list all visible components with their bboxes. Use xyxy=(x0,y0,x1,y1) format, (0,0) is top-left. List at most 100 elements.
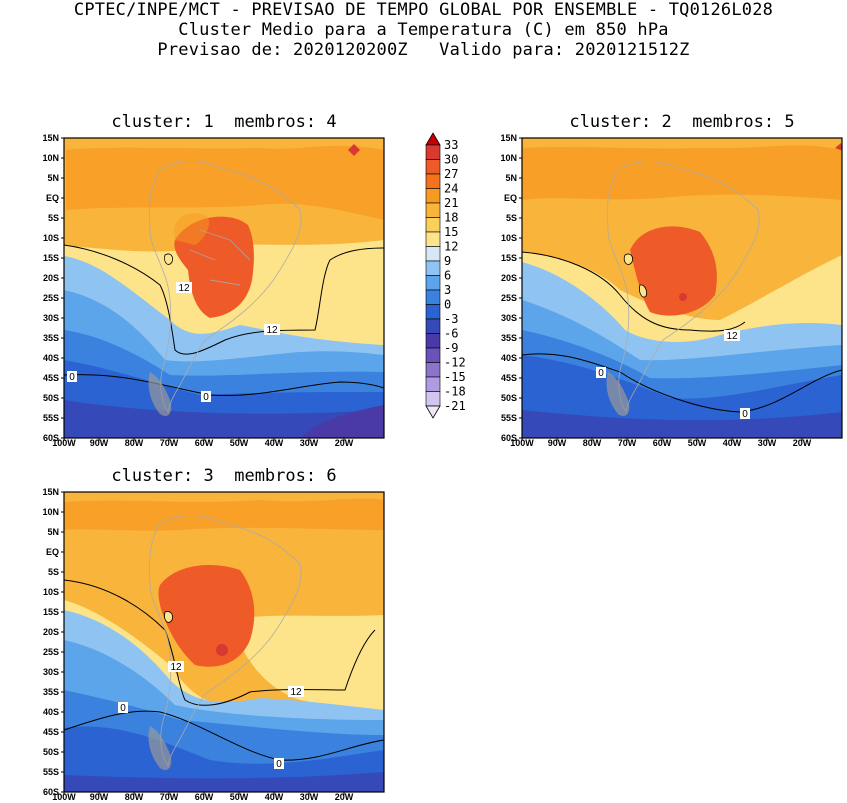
panel-2-frame xyxy=(521,137,843,439)
lat-tick-label: EQ xyxy=(46,547,59,557)
lat-tick-label: 40S xyxy=(501,353,517,363)
lon-tick-label: 90W xyxy=(548,438,567,448)
contour-label-bg xyxy=(67,371,77,382)
lat-tick-label: 35S xyxy=(43,687,59,697)
contour-label: 12 xyxy=(290,687,302,698)
lat-tick-label: EQ xyxy=(504,193,517,203)
colorbar-swatch xyxy=(425,391,441,407)
panel-1-frame xyxy=(63,137,385,439)
panel-3-frame xyxy=(63,491,385,793)
colorbar-swatch xyxy=(425,159,441,175)
colorbar-label: -3 xyxy=(444,312,458,326)
contour-label: 0 xyxy=(276,759,282,770)
contour-label: 12 xyxy=(266,325,278,336)
lon-tick-label: 40W xyxy=(265,792,284,802)
colorbar-label: -18 xyxy=(444,385,466,399)
colorbar-swatch xyxy=(425,333,441,349)
lon-tick-label: 60W xyxy=(653,438,672,448)
lat-tick-label: 15N xyxy=(500,133,517,143)
panel-2-title: cluster: 2 membros: 5 xyxy=(569,112,795,132)
colorbar-label: -6 xyxy=(444,327,458,341)
colorbar-swatch xyxy=(425,289,441,305)
lat-tick-label: 35S xyxy=(43,333,59,343)
colorbar-label: 9 xyxy=(444,254,451,268)
lat-tick-label: 30S xyxy=(43,313,59,323)
lat-tick-label: 5S xyxy=(506,213,517,223)
colorbar-swatch xyxy=(425,376,441,392)
lat-tick-label: 25S xyxy=(43,293,59,303)
lat-tick-label: 5S xyxy=(48,567,59,577)
lon-tick-label: 50W xyxy=(230,438,249,448)
lon-tick-label: 80W xyxy=(125,792,144,802)
contour-label-bg xyxy=(176,282,192,293)
lat-tick-label: 40S xyxy=(43,707,59,717)
lat-tick-label: 35S xyxy=(501,333,517,343)
lon-tick-label: 100W xyxy=(52,792,76,802)
colorbar-label: 18 xyxy=(444,211,458,225)
lon-tick-label: 20W xyxy=(793,438,812,448)
lat-tick-label: 30S xyxy=(501,313,517,323)
contour-label: 0 xyxy=(598,368,604,379)
lat-tick-label: 60S xyxy=(43,433,59,443)
lat-tick-label: 5N xyxy=(47,527,59,537)
contour-label-bg xyxy=(118,702,128,713)
lat-tick-label: 60S xyxy=(501,433,517,443)
colorbar-swatch xyxy=(425,260,441,276)
lat-tick-label: 10N xyxy=(500,153,517,163)
lat-tick-label: 10S xyxy=(43,587,59,597)
colorbar-label: 0 xyxy=(444,298,451,312)
lat-tick-label: 15N xyxy=(42,133,59,143)
lat-tick-label: 5N xyxy=(47,173,59,183)
colorbar-label: 6 xyxy=(444,269,451,283)
colorbar-label: 21 xyxy=(444,196,458,210)
lat-tick-label: 25S xyxy=(43,647,59,657)
lat-tick-label: 60S xyxy=(43,787,59,797)
colorbar-label: 12 xyxy=(444,240,458,254)
lat-tick-label: 50S xyxy=(43,747,59,757)
colorbar-swatch xyxy=(425,144,441,160)
contour-label: 0 xyxy=(203,392,209,403)
colorbar-label: 33 xyxy=(444,138,458,152)
lon-tick-label: 30W xyxy=(300,438,319,448)
contour-label-bg xyxy=(724,330,740,341)
contour-label-bg xyxy=(264,324,280,335)
lon-tick-label: 50W xyxy=(688,438,707,448)
lon-tick-label: 20W xyxy=(335,438,354,448)
colorbar-swatch xyxy=(425,173,441,189)
lat-tick-label: 50S xyxy=(501,393,517,403)
figure-title-line-2: Cluster Medio para a Temperatura (C) em … xyxy=(178,20,669,40)
contour-labels: 12 12 0 0 12 0 0 12 12 0 0 xyxy=(67,282,750,770)
colorbar-label: 3 xyxy=(444,283,451,297)
panel-1-map xyxy=(64,138,384,438)
lon-tick-label: 70W xyxy=(160,792,179,802)
lon-tick-label: 100W xyxy=(52,438,76,448)
contour-label-bg xyxy=(201,391,211,402)
colorbar-label: -12 xyxy=(444,356,466,370)
lat-tick-label: 10S xyxy=(43,233,59,243)
colorbar-swatch xyxy=(425,347,441,363)
contour-label-bg xyxy=(168,661,184,672)
lat-tick-label: 5N xyxy=(505,173,517,183)
lat-tick-label: 20S xyxy=(43,273,59,283)
lat-tick-label: 15S xyxy=(43,607,59,617)
lon-tick-label: 70W xyxy=(160,438,179,448)
lat-tick-label: 15S xyxy=(43,253,59,263)
panel-2-map xyxy=(522,138,842,438)
lat-tick-label: 15S xyxy=(501,253,517,263)
lat-tick-label: 30S xyxy=(43,667,59,677)
lat-tick-label: 25S xyxy=(501,293,517,303)
colorbar-swatch xyxy=(425,275,441,291)
panel-3-title: cluster: 3 membros: 6 xyxy=(111,466,337,486)
lat-tick-label: 10N xyxy=(42,507,59,517)
lat-tick-label: 45S xyxy=(43,373,59,383)
lat-tick-label: 15N xyxy=(42,487,59,497)
contour-label: 0 xyxy=(742,409,748,420)
colorbar-label: 15 xyxy=(444,225,458,239)
lat-tick-label: 55S xyxy=(501,413,517,423)
lat-tick-label: 45S xyxy=(501,373,517,383)
lon-tick-label: 30W xyxy=(300,792,319,802)
lat-tick-label: 40S xyxy=(43,353,59,363)
colorbar-swatch xyxy=(425,246,441,262)
